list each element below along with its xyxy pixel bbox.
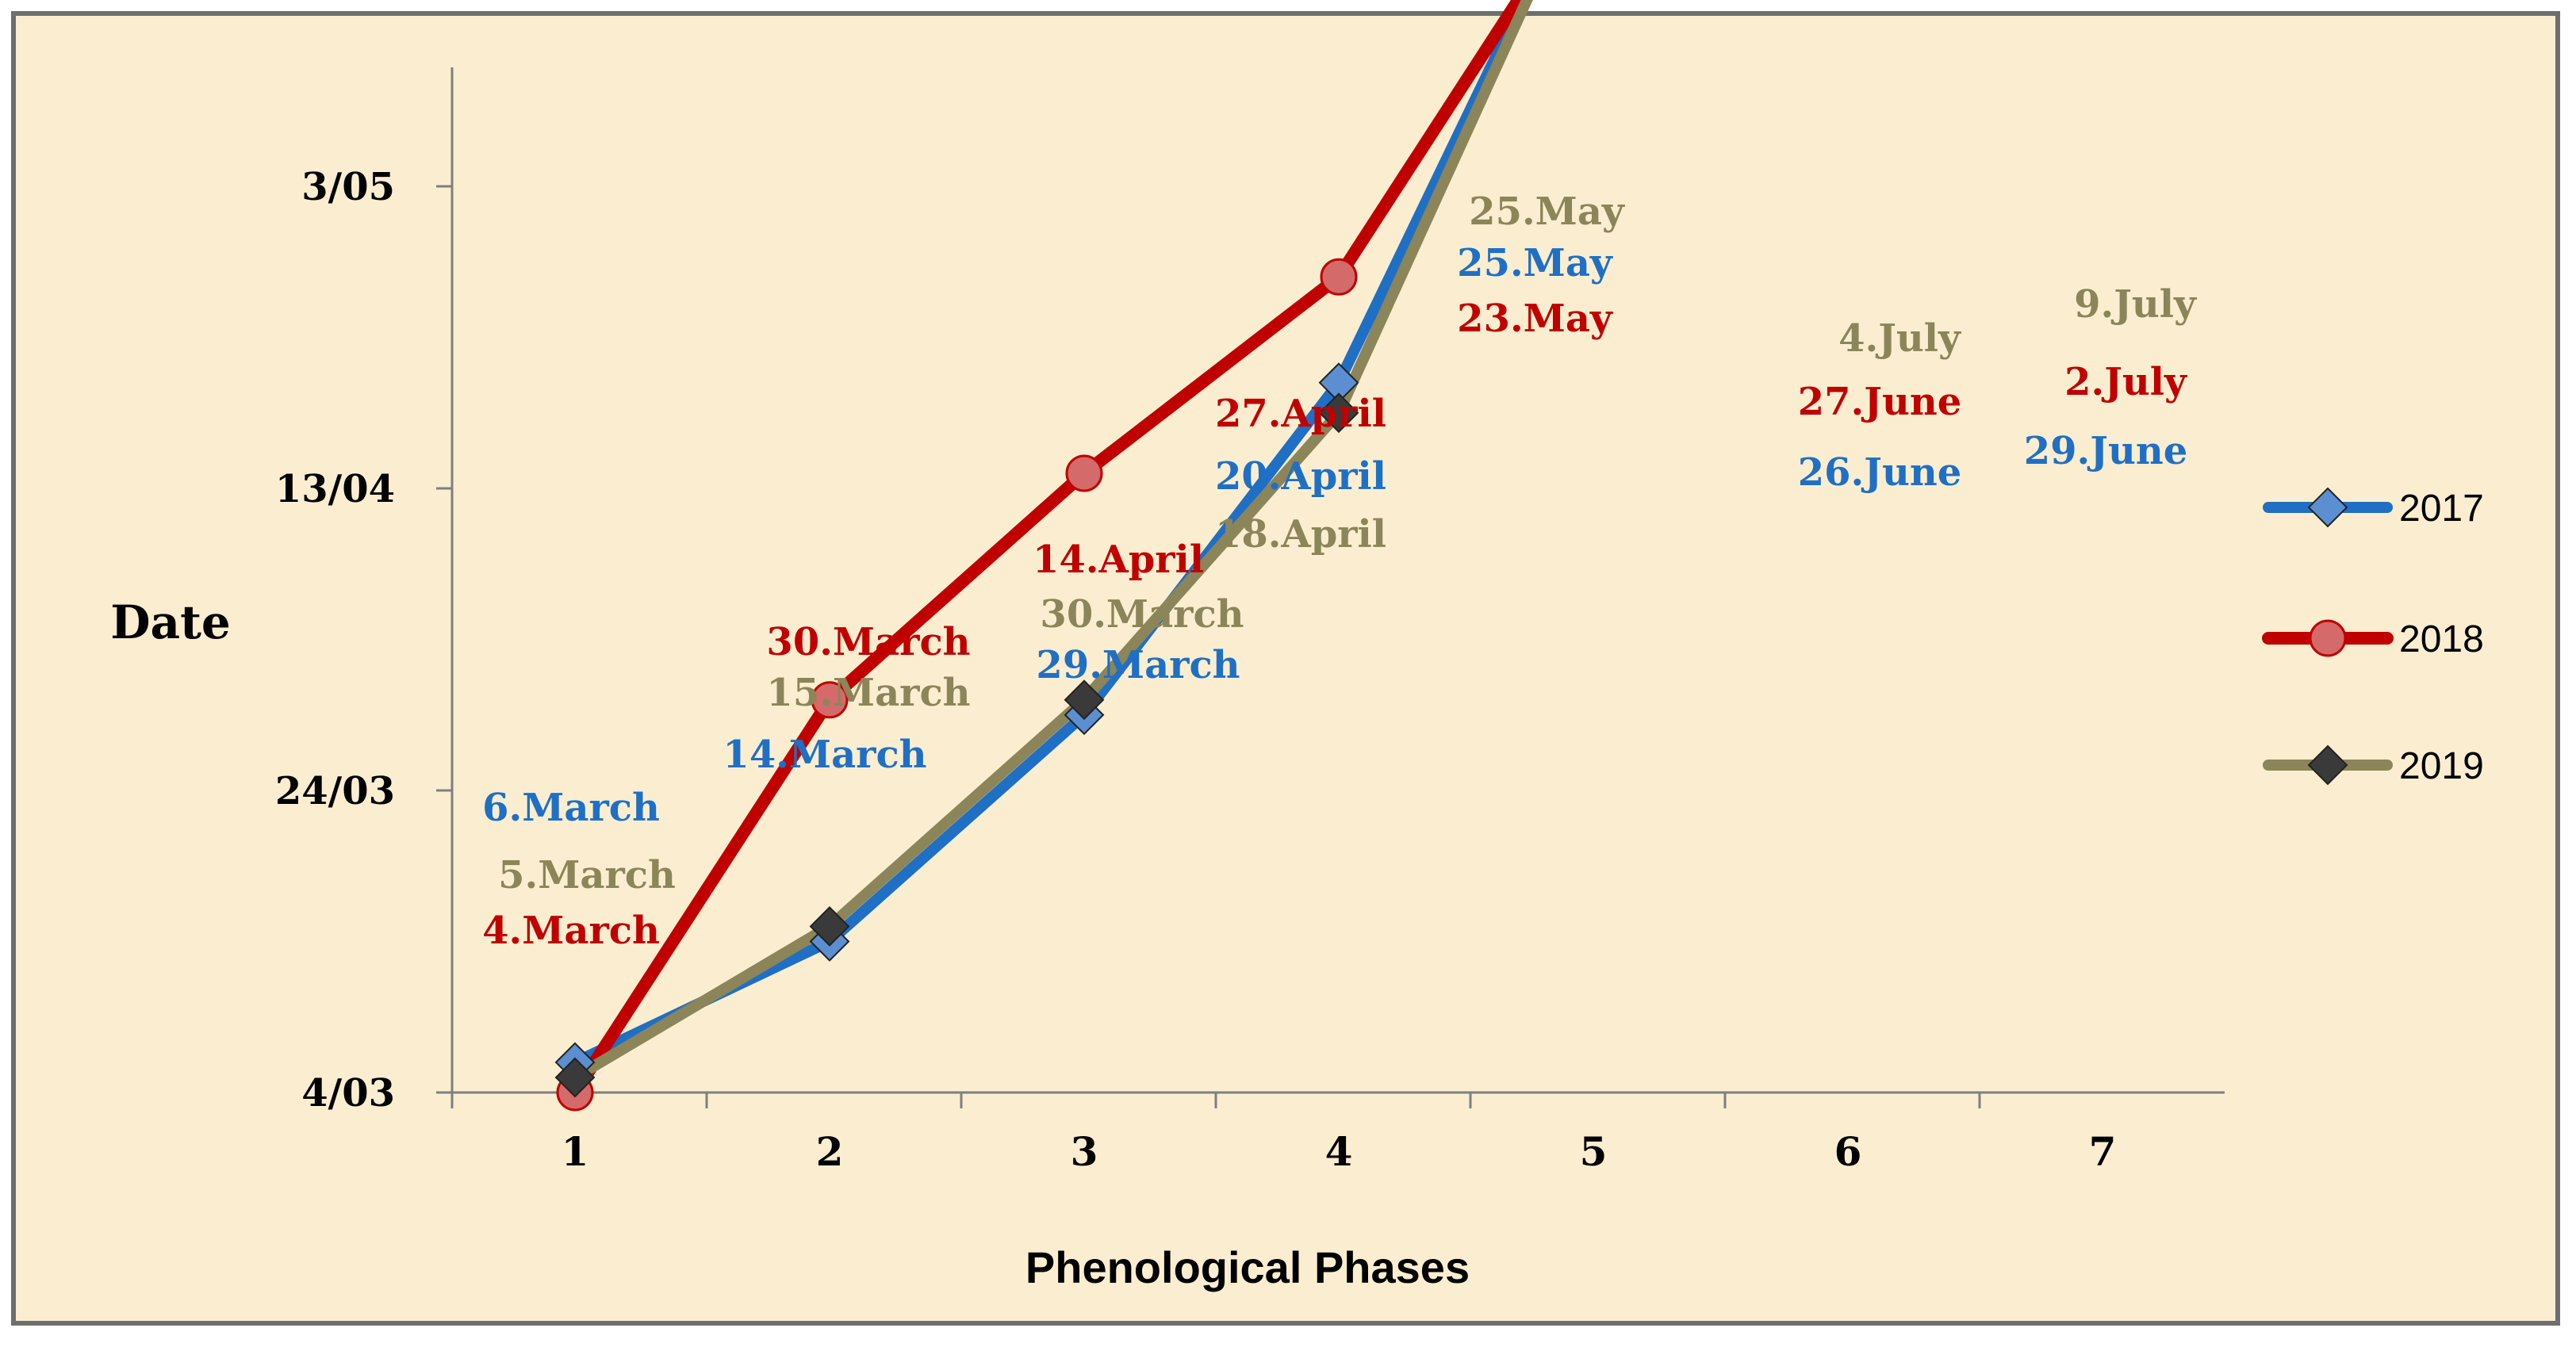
data-label-2017: 14.March — [723, 733, 926, 777]
legend-label-2019: 2019 — [2399, 745, 2484, 787]
series-point-2019 — [809, 906, 850, 947]
data-label-2019: 9.July — [2074, 282, 2198, 327]
x-tick-label: 5 — [1580, 1128, 1608, 1175]
data-label-2017: 25.May — [1457, 241, 1614, 285]
data-label-2017: 26.June — [1798, 450, 1962, 495]
data-label-2019: 30.March — [1040, 592, 1244, 637]
x-tick-label: 7 — [2089, 1128, 2117, 1175]
series-point-2019 — [1064, 679, 1105, 721]
series-point-2019 — [1318, 392, 1359, 434]
y-tick-label: 4/03 — [301, 1071, 395, 1115]
chart-frame — [11, 11, 2560, 1326]
legend-label-2018: 2018 — [2399, 618, 2484, 660]
data-label-2018: 23.May — [1457, 297, 1614, 341]
data-label-2017: 20.April — [1215, 454, 1386, 499]
series-point-2019 — [554, 1057, 596, 1098]
x-tick-label: 4 — [1325, 1128, 1353, 1175]
data-label-2018: 27.June — [1798, 380, 1962, 424]
data-label-2017: 29.March — [1036, 643, 1240, 687]
data-label-2019: 18.April — [1215, 512, 1386, 557]
series-point-2018 — [1065, 454, 1103, 492]
data-label-2019: 4.July — [1838, 316, 1962, 361]
y-tick-label: 13/04 — [275, 467, 395, 511]
x-tick-label: 6 — [1834, 1128, 1862, 1175]
data-label-2018: 30.March — [766, 620, 970, 664]
legend-label-2017: 2017 — [2399, 488, 2484, 530]
x-tick-label: 2 — [816, 1128, 844, 1175]
legend-marker-2017 — [2307, 487, 2348, 528]
x-tick-label: 1 — [562, 1128, 589, 1175]
y-tick-label: 3/05 — [301, 165, 395, 209]
data-label-2018: 2.July — [2064, 360, 2188, 404]
x-axis-title: Phenological Phases — [1025, 1242, 1470, 1292]
series-point-2018 — [1320, 258, 1358, 296]
series-point-2018 — [811, 681, 849, 719]
data-label-2019: 15.March — [766, 671, 970, 715]
data-label-2019: 5.March — [498, 853, 676, 897]
y-axis-title: Date — [110, 595, 231, 649]
data-label-2018: 27.April — [1215, 392, 1386, 436]
y-tick-label: 24/03 — [275, 769, 395, 813]
x-tick-label: 3 — [1071, 1128, 1098, 1175]
legend-marker-2019 — [2307, 744, 2348, 786]
data-label-2019: 25.May — [1469, 189, 1626, 234]
data-label-2017: 29.June — [2024, 429, 2188, 473]
data-label-2017: 6.March — [482, 786, 660, 830]
data-label-2018: 14.April — [1033, 538, 1204, 582]
legend-marker-2018 — [2309, 619, 2347, 657]
data-label-2018: 4.March — [482, 909, 660, 953]
